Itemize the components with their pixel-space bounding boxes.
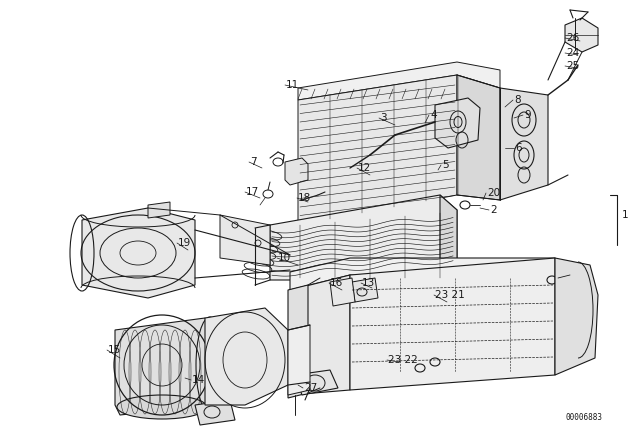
Text: 16: 16 — [330, 278, 343, 288]
Text: 6: 6 — [515, 143, 522, 153]
Text: 26: 26 — [566, 33, 579, 43]
Polygon shape — [350, 258, 555, 390]
Text: 13: 13 — [362, 278, 375, 288]
Polygon shape — [298, 75, 457, 225]
Text: 12: 12 — [358, 163, 371, 173]
Text: 2: 2 — [490, 205, 497, 215]
Polygon shape — [288, 285, 308, 398]
Polygon shape — [205, 308, 288, 405]
Polygon shape — [148, 202, 170, 218]
Text: 14: 14 — [192, 375, 205, 385]
Text: 10: 10 — [278, 253, 291, 263]
Text: 00006883: 00006883 — [565, 414, 602, 422]
Polygon shape — [440, 195, 457, 280]
Polygon shape — [290, 275, 350, 395]
Polygon shape — [288, 325, 310, 395]
Text: 23 22: 23 22 — [388, 355, 418, 365]
Text: 25: 25 — [566, 61, 579, 71]
Text: 15: 15 — [108, 345, 121, 355]
Polygon shape — [270, 195, 457, 280]
Polygon shape — [195, 400, 235, 425]
Text: 8: 8 — [514, 95, 520, 105]
Text: 23 21: 23 21 — [435, 290, 465, 300]
Text: 24: 24 — [566, 48, 579, 58]
Text: 9: 9 — [524, 110, 531, 120]
Text: 20: 20 — [487, 188, 500, 198]
Polygon shape — [352, 278, 378, 302]
Polygon shape — [457, 75, 500, 200]
Text: 7: 7 — [250, 157, 257, 167]
Text: 27: 27 — [304, 383, 317, 393]
Polygon shape — [295, 370, 338, 395]
Polygon shape — [298, 62, 500, 100]
Text: 19: 19 — [178, 238, 191, 248]
Text: 11: 11 — [286, 80, 300, 90]
Text: 4: 4 — [430, 110, 436, 120]
Ellipse shape — [117, 395, 207, 419]
Polygon shape — [285, 158, 308, 185]
Polygon shape — [115, 318, 210, 415]
Polygon shape — [565, 18, 598, 52]
Polygon shape — [435, 98, 480, 148]
Text: 18: 18 — [298, 193, 311, 203]
Text: 3: 3 — [380, 113, 387, 123]
Text: 1: 1 — [622, 210, 628, 220]
Polygon shape — [290, 258, 555, 290]
Polygon shape — [500, 88, 548, 200]
Polygon shape — [220, 215, 270, 265]
Polygon shape — [82, 208, 195, 298]
Text: 5: 5 — [442, 160, 449, 170]
Polygon shape — [330, 278, 355, 306]
Text: 17: 17 — [246, 187, 259, 197]
Polygon shape — [555, 258, 598, 375]
